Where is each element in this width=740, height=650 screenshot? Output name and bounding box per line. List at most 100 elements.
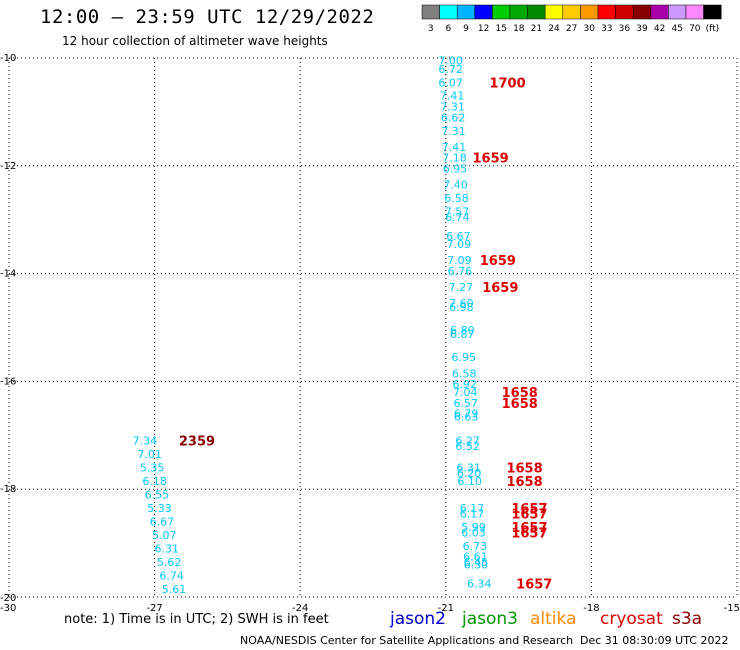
time-label: 1657 xyxy=(511,507,547,522)
wave-height-label: 6.63 xyxy=(454,410,479,423)
colorbar-label: 70 xyxy=(689,24,701,34)
wave-height-label: 7.34 xyxy=(133,435,158,448)
colorbar: 3 6 9 12 15 18 21 24 27 30 33 36 39 42 45 70 (ft) xyxy=(421,4,722,34)
wave-height-label: 6.95 xyxy=(452,351,477,364)
time-label: 1657 xyxy=(516,578,552,593)
time-label: 1659 xyxy=(480,254,516,269)
colorbar-swatch xyxy=(544,4,564,20)
colorbar-swatch xyxy=(439,4,458,20)
colorbar-label: 27 xyxy=(566,24,577,34)
colorbar-label: 42 xyxy=(654,24,665,34)
wave-height-label: 6.87 xyxy=(450,328,475,341)
colorbar-label: 45 xyxy=(671,24,682,34)
wave-height-label: 6.03 xyxy=(461,526,486,539)
time-label: 1657 xyxy=(511,521,547,536)
x-tick-label: -24 xyxy=(292,603,308,614)
wave-height-label: 7.09 xyxy=(447,254,472,267)
colorbar-label: 18 xyxy=(513,24,525,34)
colorbar-label: (ft) xyxy=(706,24,720,34)
colorbar-label: 24 xyxy=(548,24,560,34)
time-labels: 1700165916591659165816581658165816571657… xyxy=(179,76,552,592)
x-tick-label: -18 xyxy=(583,603,599,614)
wave-height-label: 5.33 xyxy=(147,502,172,515)
wave-height-label: 6.95 xyxy=(443,162,468,175)
colorbar-label: 12 xyxy=(478,24,489,34)
wave-height-label: 6.34 xyxy=(467,578,492,591)
wave-height-label: 7.41 xyxy=(442,141,467,154)
wave-height-label: 6.17 xyxy=(460,507,485,520)
wave-height-label: 6.10 xyxy=(457,475,482,488)
colorbar-label: 33 xyxy=(601,24,612,34)
wave-height-label: 7.27 xyxy=(449,281,474,294)
time-label: 1659 xyxy=(482,281,518,296)
wave-height-label: 6.31 xyxy=(154,542,179,555)
wave-height-label: 5.35 xyxy=(140,462,165,475)
colorbar-label: 30 xyxy=(583,24,595,34)
chart-subtitle: 12 hour collection of altimeter wave hei… xyxy=(62,34,328,48)
wave-height-label: 6.62 xyxy=(441,111,466,124)
wave-height-label: 6.58 xyxy=(452,367,477,380)
x-tick-label: -30 xyxy=(0,603,16,614)
wave-height-label: 6.79 xyxy=(454,408,479,421)
colorbar-swatch xyxy=(509,4,528,20)
mission-altika: altika xyxy=(530,609,577,629)
colorbar-swatch xyxy=(562,4,581,20)
footer-credit: NOAA/NESDIS Center for Satellite Applica… xyxy=(240,634,574,647)
wave-height-label: 6.74 xyxy=(159,569,184,582)
colorbar-swatch xyxy=(474,4,493,20)
wave-height-label: 5.99 xyxy=(461,521,486,534)
time-label: 1659 xyxy=(472,152,508,167)
time-label: 1658 xyxy=(506,462,542,477)
wave-height-label: 6.20 xyxy=(457,467,482,480)
wave-height-label: 7.00 xyxy=(438,55,463,68)
colorbar-swatch xyxy=(492,4,511,20)
wave-height-label: 6.27 xyxy=(455,435,480,448)
colorbar-label: 6 xyxy=(446,24,452,34)
wave-height-label: 6.98 xyxy=(449,301,474,314)
wave-height-label: 6.07 xyxy=(438,76,463,89)
wave-height-label: 6.73 xyxy=(463,540,488,553)
mission-cryosat: cryosat xyxy=(600,609,663,629)
colorbar-label: 21 xyxy=(531,24,542,34)
x-tick-label: -27 xyxy=(146,603,162,614)
wave-height-label: 7.31 xyxy=(440,101,465,114)
time-label: 1658 xyxy=(506,475,542,490)
wave-height-label: 6.55 xyxy=(145,489,170,502)
wave-height-label: 6.80 xyxy=(450,324,475,337)
axis-tick-labels: -30 -27 -24 -21 -18 -15 -10 -12 -14 -16 -18 -20 xyxy=(0,53,740,614)
wave-height-label: 5.62 xyxy=(157,556,182,569)
wave-height-label: 6.74 xyxy=(445,211,470,224)
wave-height-label: 7.31 xyxy=(441,125,466,138)
mission-jason3: jason3 xyxy=(462,609,518,629)
colorbar-swatch xyxy=(597,4,616,20)
y-tick-label: -16 xyxy=(0,376,16,387)
wave-height-label: 7.57 xyxy=(445,206,470,219)
colorbar-swatch xyxy=(650,4,669,20)
wave-height-label: 7.01 xyxy=(137,448,162,461)
wave-height-label: 7.41 xyxy=(440,90,465,103)
colorbar-swatch xyxy=(615,4,634,20)
colorbar-label: 9 xyxy=(463,24,469,34)
wave-height-label: 6.92 xyxy=(452,378,477,391)
colorbar-label: 39 xyxy=(636,24,648,34)
mission-s3a: s3a xyxy=(672,609,703,629)
wave-height-labels: 7.006.726.077.417.316.627.317.417.186.95… xyxy=(133,55,492,596)
colorbar-label: 15 xyxy=(495,24,506,34)
colorbar-swatch xyxy=(685,4,704,20)
wave-height-label: 6.67 xyxy=(150,516,175,529)
grid-lines xyxy=(8,57,738,598)
time-label: 1657 xyxy=(511,502,547,517)
wave-height-label: 5.61 xyxy=(162,583,187,596)
wave-height-label: 6.57 xyxy=(453,397,478,410)
colorbar-swatch xyxy=(527,4,546,20)
footer-timestamp: Dec 31 08:30:09 UTC 2022 xyxy=(580,634,729,647)
time-label: 1658 xyxy=(502,386,538,401)
mission-jason2: jason2 xyxy=(390,609,446,629)
wave-height-label: 6.61 xyxy=(463,551,488,564)
x-tick-label: -21 xyxy=(438,603,454,614)
wave-height-label: 6.76 xyxy=(448,265,473,278)
chart-title: 12:00 – 23:59 UTC 12/29/2022 xyxy=(40,6,375,28)
y-tick-label: -18 xyxy=(0,484,16,495)
y-tick-label: -12 xyxy=(0,161,16,172)
time-label: 1658 xyxy=(502,397,538,412)
